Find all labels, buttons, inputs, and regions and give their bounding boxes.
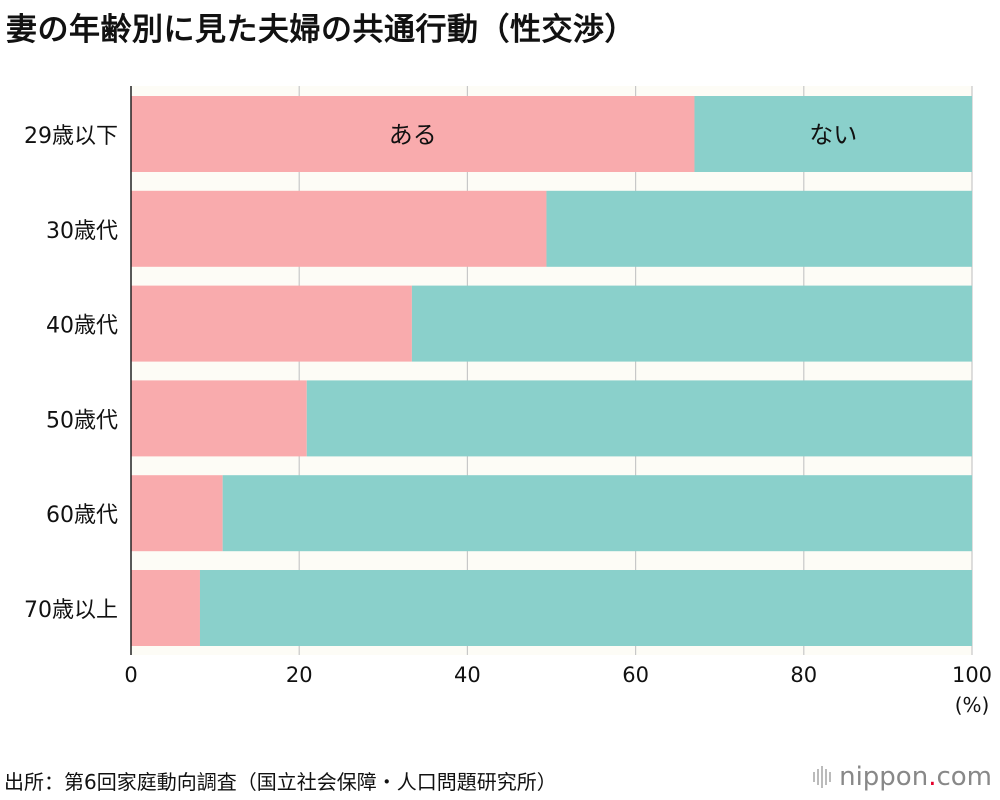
logo-dot: . (928, 762, 937, 792)
stacked-bar-chart: 29歳以下 30歳代 40歳代 50歳代 60歳代 70歳以上 ある ない 0 20 40 60 80 1… (24, 86, 992, 717)
category-label: 40歳代 (46, 314, 118, 339)
source-note: 出所：第6回家庭動向調査（国立社会保障・人口問題研究所） (4, 770, 557, 794)
bar-yes (131, 96, 695, 172)
nippon-logo: nippon. com (813, 762, 992, 792)
bar-no (694, 96, 972, 172)
bar-no (199, 570, 972, 646)
x-tick-label: 20 (286, 663, 313, 687)
bar-yes (131, 380, 307, 457)
bar-yes (131, 285, 412, 362)
bar-no (411, 285, 972, 362)
x-unit-label: (%) (955, 693, 990, 717)
bar-yes (131, 570, 200, 646)
bar-yes (131, 190, 547, 267)
legend-label: ある (389, 121, 437, 149)
logo-name: nippon (839, 762, 929, 792)
chart-title: 妻の年齢別に見た夫婦の共通行動（性交渉） (6, 12, 636, 48)
x-tick-label: 60 (622, 663, 649, 687)
logo-bars-icon (813, 766, 832, 788)
category-label: 30歳代 (46, 219, 118, 244)
category-label: 70歳以上 (24, 598, 118, 623)
bar-no (306, 380, 972, 457)
bar-no (546, 190, 972, 267)
category-label: 60歳代 (46, 503, 118, 528)
logo-suffix: com (936, 762, 992, 792)
bar-no (222, 475, 972, 552)
x-tick-label: 40 (454, 663, 481, 687)
category-label: 29歳以下 (24, 124, 118, 149)
plot-background (131, 86, 972, 655)
legend-label: ない (809, 121, 857, 149)
x-tick-label: 0 (124, 663, 137, 687)
x-tick-label: 80 (790, 663, 817, 687)
category-label: 50歳代 (46, 408, 118, 433)
x-tick-label: 100 (952, 663, 992, 687)
bar-yes (131, 475, 223, 552)
